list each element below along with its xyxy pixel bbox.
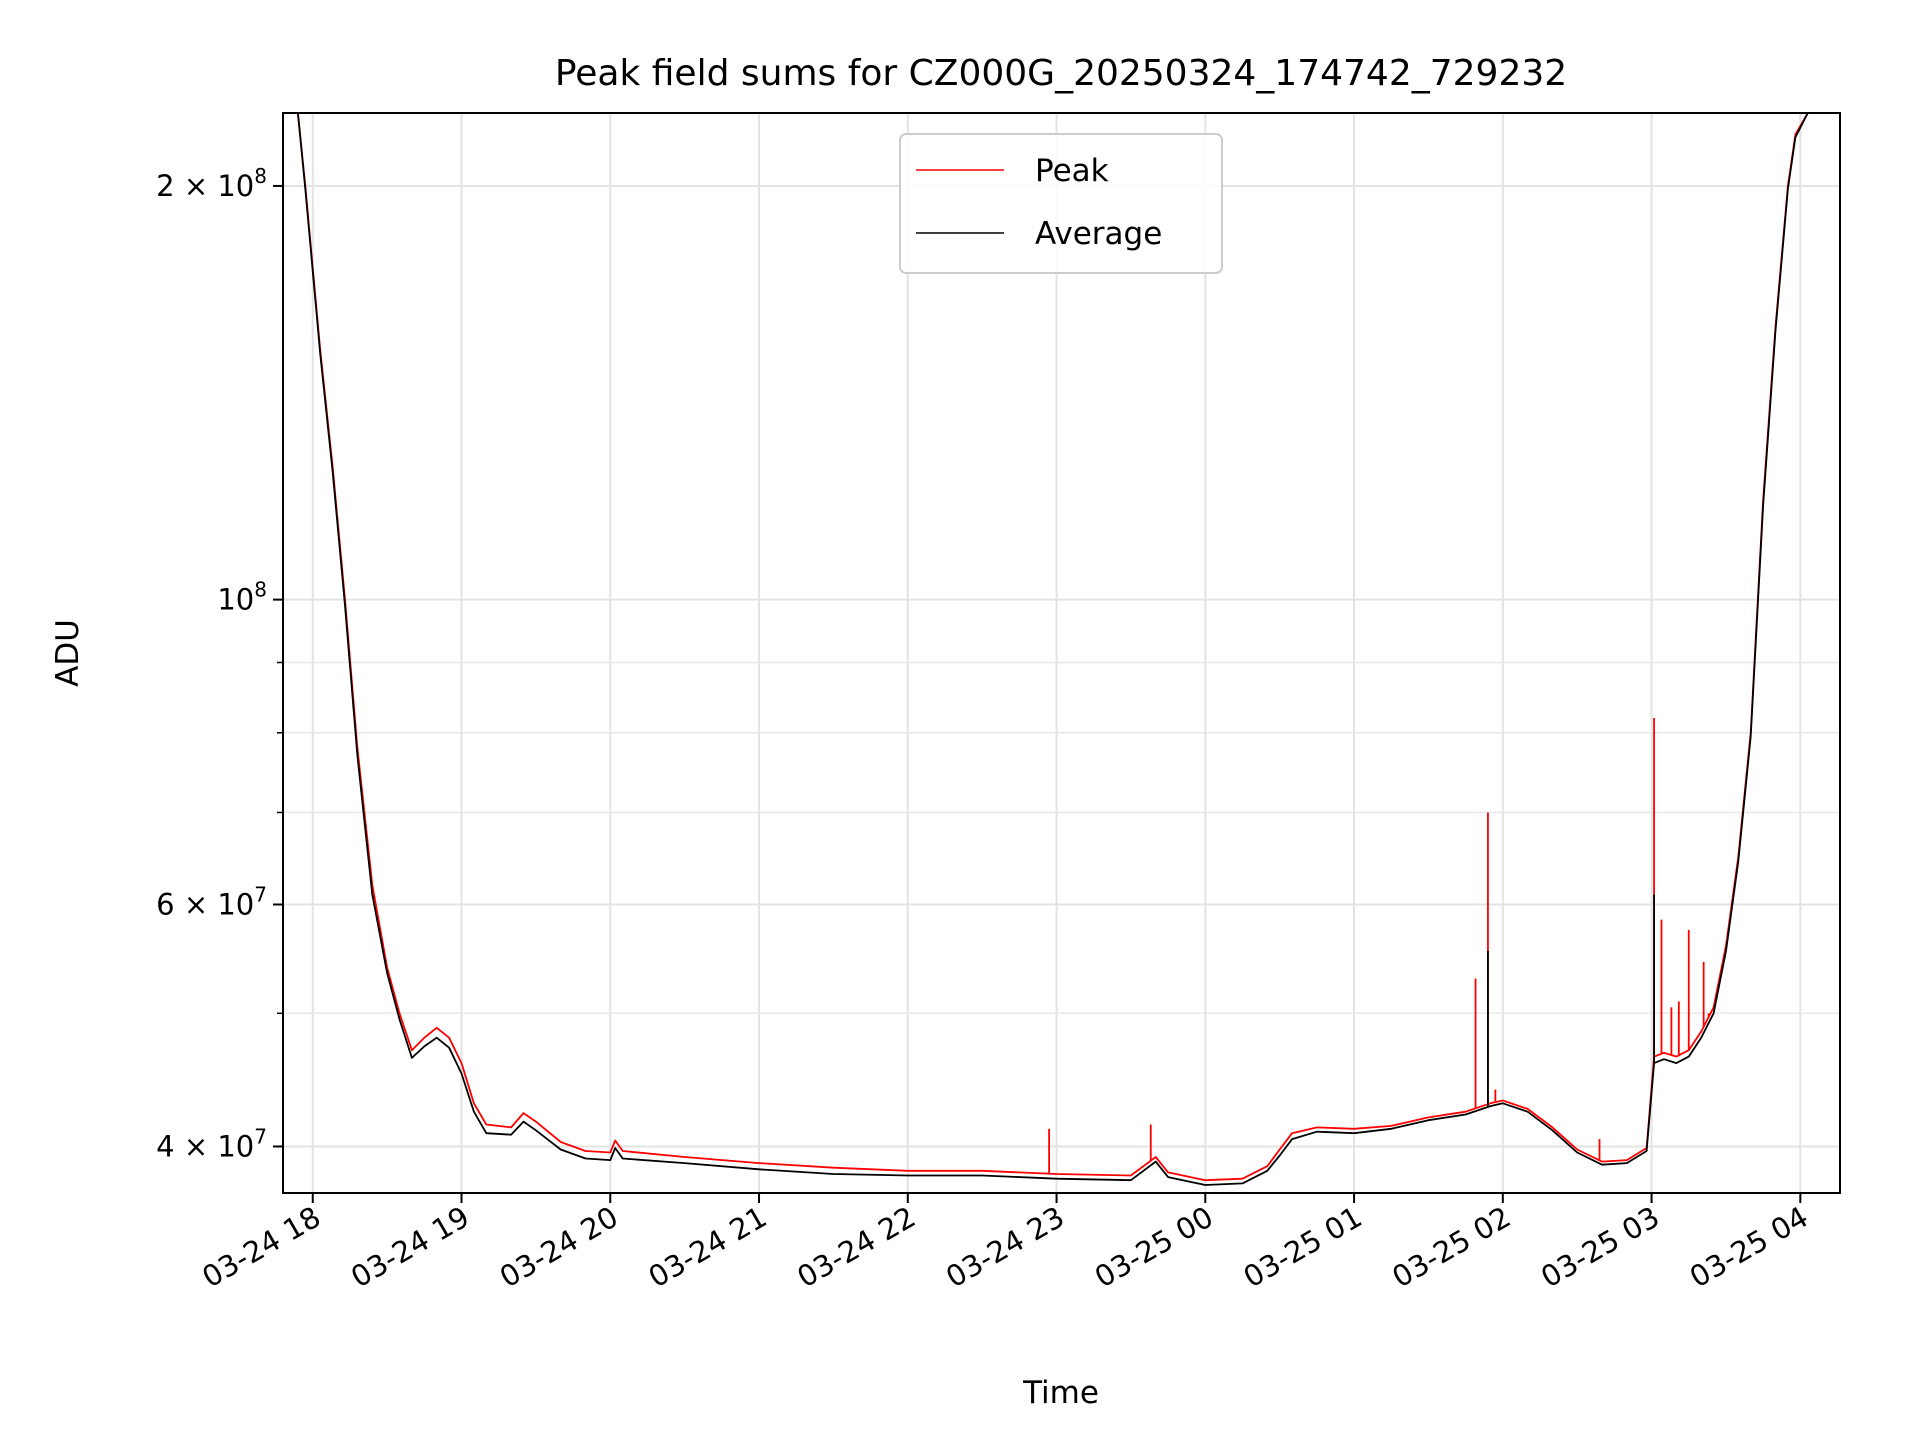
x-axis-title: Time [1022,1375,1099,1411]
y-tick-label-base: 4 × 10 [156,1129,254,1163]
y-tick-label-base: 6 × 10 [156,887,254,921]
y-axis-title: ADU [50,619,86,687]
y-tick-label-base: 2 × 10 [156,169,254,203]
plot-area [283,113,1840,1186]
series-group [283,113,1840,1186]
legend-label-peak: Peak [1035,153,1109,189]
series-line-average [283,113,1840,1186]
y-tick-label: 6 × 107 [156,882,267,921]
legend-box [899,133,1223,274]
chart-title: Peak field sums for CZ000G_20250324_1747… [555,53,1567,94]
y-tick-label-exponent: 7 [254,882,267,906]
y-tick-label-exponent: 8 [254,164,267,188]
y-tick-label-base: 10 [217,583,254,617]
legend: Peak Average [899,133,1223,274]
y-tick-label: 4 × 107 [156,1124,267,1163]
y-tick-label: 2 × 108 [156,164,267,203]
y-tick-label-exponent: 7 [254,1124,267,1148]
y-tick-label-exponent: 8 [254,578,267,602]
y-tick-label: 108 [217,578,267,617]
plot-frame [282,112,1841,1194]
legend-label-average: Average [1035,216,1162,252]
